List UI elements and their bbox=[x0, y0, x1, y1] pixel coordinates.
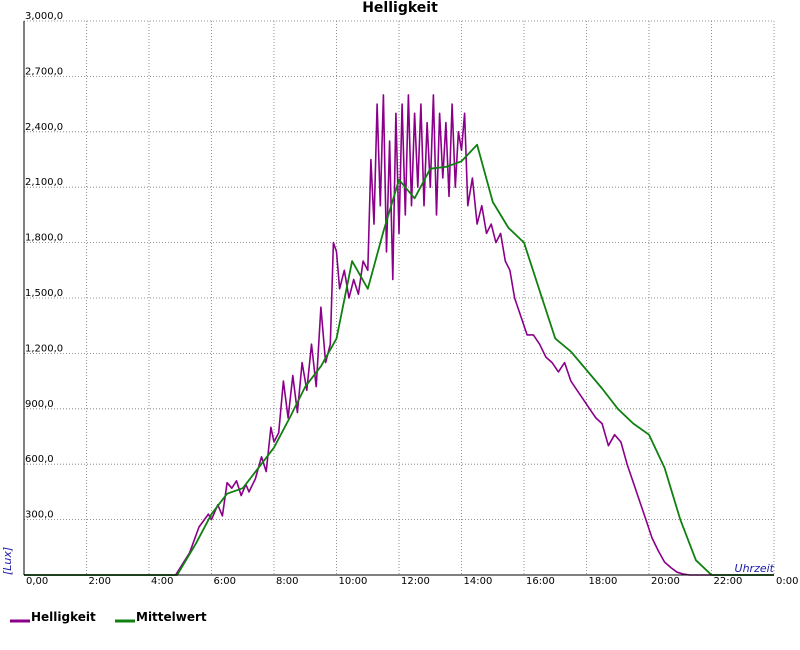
y-tick-label: 300,0 bbox=[25, 510, 54, 521]
x-tick-label: 20:00 bbox=[651, 576, 680, 587]
y-tick-label: 2,100,0 bbox=[25, 177, 63, 188]
y-tick-label: 3,000,0 bbox=[25, 11, 63, 22]
legend-label-mittelwert: Mittelwert bbox=[136, 610, 207, 624]
x-tick-label: 6:00 bbox=[214, 576, 236, 587]
x-tick-label: 18:00 bbox=[589, 576, 618, 587]
y-tick-label: 1,200,0 bbox=[25, 343, 63, 354]
x-tick-label: 8:00 bbox=[276, 576, 298, 587]
tick-labels: 0,00 2:00 4:00 6:00 8:00 10:00 12:00 14:00 16:00… bbox=[25, 11, 798, 587]
x-tick-label: 0:00 bbox=[776, 576, 798, 587]
series-layer bbox=[24, 94, 774, 576]
x-axis-label: Uhrzeit bbox=[735, 562, 775, 575]
y-tick-label: 900,0 bbox=[25, 399, 54, 410]
y-tick-label: 1,500,0 bbox=[25, 288, 63, 299]
x-tick-label: 4:00 bbox=[151, 576, 173, 587]
x-tick-label: 2:00 bbox=[89, 576, 111, 587]
y-tick-label: 2,700,0 bbox=[25, 66, 63, 77]
chart-title: Helligkeit bbox=[362, 0, 438, 16]
axes bbox=[23, 21, 774, 576]
x-tick-label: 12:00 bbox=[401, 576, 430, 587]
x-tick-label: 0,00 bbox=[26, 576, 48, 587]
grid bbox=[24, 20, 775, 575]
y-tick-label: 1,800,0 bbox=[25, 233, 63, 244]
series-line-mittelwert bbox=[24, 143, 774, 576]
y-tick-label: 2,400,0 bbox=[25, 122, 63, 133]
legend-label-helligkeit: Helligkeit bbox=[31, 610, 96, 624]
x-tick-label: 22:00 bbox=[714, 576, 743, 587]
series-line-helligkeit bbox=[24, 94, 774, 576]
x-tick-label: 16:00 bbox=[526, 576, 555, 587]
y-tick-label: 600,0 bbox=[25, 454, 54, 465]
x-tick-label: 10:00 bbox=[339, 576, 368, 587]
x-tick-label: 14:00 bbox=[464, 576, 493, 587]
y-axis-label: [Lux] bbox=[1, 547, 14, 575]
legend: Helligkeit Mittelwert bbox=[10, 610, 207, 624]
